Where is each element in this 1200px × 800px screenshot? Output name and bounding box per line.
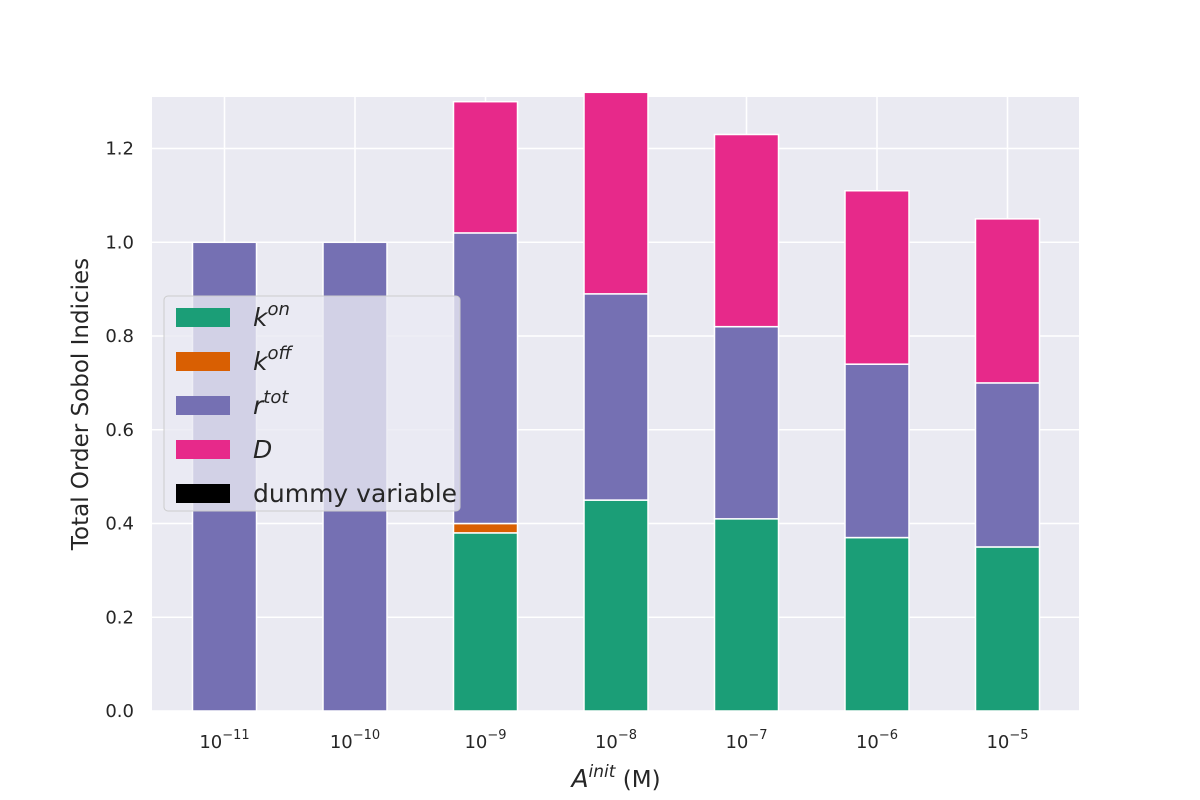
- x-tick-base: 10: [199, 732, 222, 753]
- legend-swatch: [176, 308, 230, 327]
- y-tick-label: 0.2: [105, 607, 134, 628]
- x-axis-label: Ainit (M): [569, 762, 660, 793]
- legend-swatch: [176, 352, 230, 371]
- legend-label: D: [253, 435, 272, 464]
- y-tick-label: 1.0: [105, 232, 134, 253]
- bar-segment: [452, 522, 519, 534]
- x-axis-label-unit: (M): [615, 767, 660, 793]
- x-tick-label: 10−8: [595, 728, 637, 753]
- legend-item: D: [176, 435, 272, 464]
- x-tick-labels: 10−11 10−10 10−9 10−8 10−7 10−6 10−5: [199, 728, 1028, 753]
- legend-item: rtot: [176, 387, 289, 420]
- bar-segment: [974, 382, 1041, 548]
- x-tick-exponent: −6: [879, 728, 898, 743]
- legend-swatch: [176, 396, 230, 415]
- bar-segment: [713, 325, 780, 520]
- x-axis-label-sup: init: [589, 762, 617, 782]
- legend-label: dummy variable: [253, 479, 457, 508]
- x-tick-exponent: −5: [1009, 728, 1028, 743]
- y-tick-label: 0.0: [105, 701, 134, 722]
- bar-segment: [452, 532, 519, 712]
- bar-segment: [713, 518, 780, 712]
- x-tick-base: 10: [986, 732, 1009, 753]
- x-tick-exponent: −10: [353, 728, 380, 743]
- legend-item: dummy variable: [176, 479, 457, 508]
- x-tick-base: 10: [856, 732, 879, 753]
- x-tick-label: 10−11: [199, 728, 249, 753]
- bar-segment: [974, 218, 1041, 384]
- bar-segment: [452, 232, 519, 525]
- y-tick-label: 0.6: [105, 420, 134, 441]
- legend-label: rtot: [253, 387, 289, 420]
- legend-item: koff: [176, 343, 293, 376]
- legend-label: koff: [253, 343, 293, 376]
- x-tick-base: 10: [330, 732, 353, 753]
- bar-segment: [844, 363, 910, 539]
- x-tick-label: 10−5: [986, 728, 1028, 753]
- y-tick-label: 0.8: [105, 326, 134, 347]
- y-tick-labels: 0.0 0.2 0.4 0.6 0.8 1.0 1.2: [105, 139, 134, 722]
- x-tick-exponent: −8: [618, 728, 637, 743]
- x-tick-base: 10: [725, 732, 748, 753]
- bar-segment: [452, 100, 519, 234]
- y-axis-label: Total Order Sobol Indicies: [68, 258, 94, 551]
- y-tick-label: 0.4: [105, 514, 134, 535]
- legend-item: kon: [176, 299, 290, 332]
- bar-segment: [583, 293, 649, 501]
- x-tick-exponent: −11: [222, 728, 249, 743]
- x-tick-label: 10−6: [856, 728, 898, 753]
- bar-segment: [713, 133, 780, 328]
- y-tick-label: 1.2: [105, 139, 134, 160]
- legend-label: kon: [253, 299, 290, 332]
- x-tick-base: 10: [464, 732, 487, 753]
- x-tick-label: 10−9: [464, 728, 506, 753]
- bar-segment: [844, 189, 910, 365]
- x-axis-label-base: A: [569, 764, 588, 793]
- x-tick-label: 10−7: [725, 728, 767, 753]
- bar-segment: [844, 536, 910, 712]
- bar-segment: [974, 546, 1041, 712]
- x-tick-label: 10−10: [330, 728, 380, 753]
- x-tick-exponent: −7: [748, 728, 767, 743]
- legend-swatch: [176, 440, 230, 459]
- x-tick-exponent: −9: [487, 728, 506, 743]
- bar-segment: [583, 499, 649, 712]
- legend-swatch: [176, 484, 230, 503]
- bar-segment: [583, 91, 649, 295]
- x-tick-base: 10: [595, 732, 618, 753]
- legend-box: [163, 295, 461, 512]
